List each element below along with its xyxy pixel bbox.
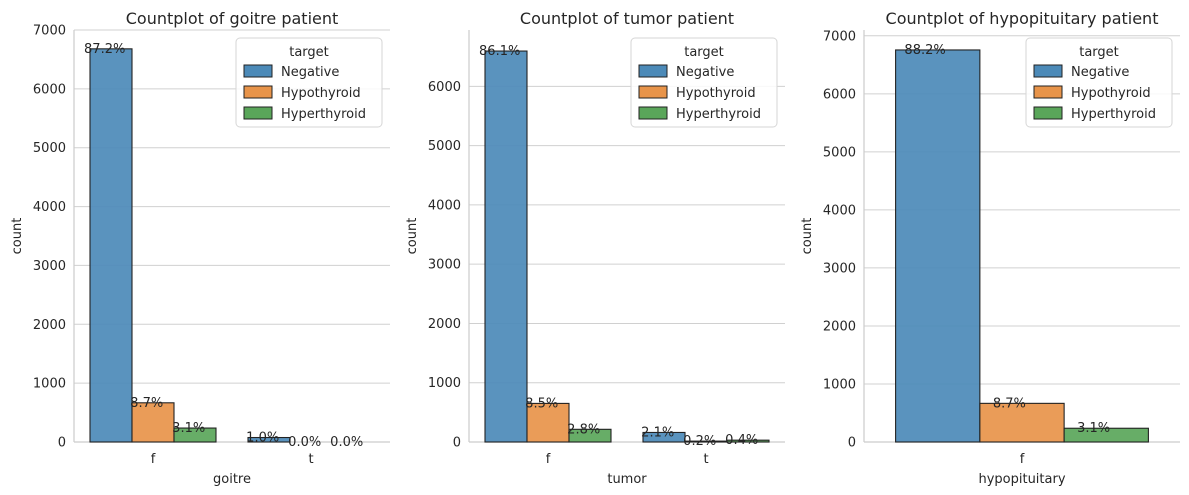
bar-data-label: 1.0% [246,431,279,446]
bar-data-label: 8.7% [993,396,1026,411]
chart-panel-2: 0 1000 2000 3000 4000 5000 6000 86.1% 8.5% 2.8% f 2… [405,9,785,487]
y-tick-label: 3000 [823,261,856,276]
bar-data-label: 3.1% [172,421,205,436]
x-tick-label: f [151,452,156,467]
y-tick-label: 7000 [33,24,66,39]
y-tick-label: 0 [453,436,461,451]
legend-swatch-hyperthyroid [1033,106,1063,120]
legend-label-hypothyroid: Hypothyroid [676,86,756,101]
y-tick-label: 0 [58,436,66,451]
y-tick-label: 1000 [428,376,461,391]
legend-swatch-negative [1033,64,1063,78]
bar-negative-t [247,436,291,443]
y-tick-label: 0 [848,436,856,451]
chart-panel-3: 0 1000 2000 3000 4000 5000 6000 7000 88.2% 8.7% 3.… [800,9,1180,487]
legend-swatch-hypothyroid [1033,85,1063,99]
y-tick-label: 3000 [33,259,66,274]
y-tick-label: 1000 [33,377,66,392]
y-tick-label: 2000 [33,318,66,333]
bar-data-label: 0.0% [330,435,363,450]
bar-data-label: 86.1% [479,44,520,59]
x-tick-label: f [1020,452,1025,467]
legend: target Negative Hypothyroid Hyperthyroid [630,37,778,128]
chart-title: Countplot of tumor patient [520,9,734,28]
legend-swatch-hypothyroid [243,85,273,99]
legend-label-hypothyroid: Hypothyroid [281,86,361,101]
y-tick-label: 6000 [33,82,66,97]
legend-label-hyperthyroid: Hyperthyroid [1071,107,1156,122]
bar-hyperthyroid-f [568,428,612,443]
x-axis-label: tumor [607,472,647,487]
bar-data-label: 0.0% [288,435,321,450]
y-tick-label: 4000 [823,203,856,218]
chart-title: Countplot of goitre patient [126,9,339,28]
legend-swatch-negative [243,64,273,78]
x-tick-label: t [308,452,313,467]
bar-negative-f [484,50,528,443]
bar-data-label: 8.7% [130,396,163,411]
chart-title: Countplot of hypopituitary patient [886,9,1159,28]
legend-title: target [289,45,329,60]
legend-label-hyperthyroid: Hyperthyroid [676,107,761,122]
bar-hyperthyroid-f [173,427,217,443]
legend-swatch-negative [638,64,668,78]
bar-hyperthyroid-f [1063,427,1149,443]
y-tick-label: 1000 [823,377,856,392]
legend-label-negative: Negative [1071,65,1129,80]
legend-label-negative: Negative [281,65,339,80]
y-tick-label: 3000 [428,258,461,273]
legend-title: target [1079,45,1119,60]
legend-label-negative: Negative [676,65,734,80]
y-axis-label: count [10,218,25,255]
bar-data-label: 3.1% [1077,421,1110,436]
legend: target Negative Hypothyroid Hyperthyroid [1025,37,1173,128]
bar-hypothyroid-f [979,402,1065,443]
legend-swatch-hypothyroid [638,85,668,99]
legend-box [235,37,383,128]
y-axis-label: count [800,218,815,255]
y-tick-label: 5000 [33,141,66,156]
y-tick-label: 7000 [823,29,856,44]
legend-swatch-hyperthyroid [243,106,273,120]
y-tick-label: 5000 [823,145,856,160]
bar-negative-t [642,431,686,443]
bar-hyperthyroid-t [726,439,770,443]
legend-label-hypothyroid: Hypothyroid [1071,86,1151,101]
x-axis-label: hypopituitary [978,472,1065,487]
y-tick-label: 2000 [428,317,461,332]
legend-box [630,37,778,128]
legend: target Negative Hypothyroid Hyperthyroid [235,37,383,128]
bar-data-label: 8.5% [525,396,558,411]
legend-label-hyperthyroid: Hyperthyroid [281,107,366,122]
y-tick-label: 6000 [823,87,856,102]
x-tick-label: f [546,452,551,467]
legend-title: target [684,45,724,60]
bar-data-label: 0.4% [725,433,758,448]
bar-hypothyroid-f [131,402,175,443]
bar-data-label: 0.2% [683,434,716,449]
bar-negative-f [895,49,981,443]
x-axis-label: goitre [213,472,251,487]
y-tick-label: 6000 [428,80,461,95]
bar-hypothyroid-f [526,402,570,443]
legend-box [1025,37,1173,128]
y-axis-label: count [405,218,420,255]
y-tick-label: 2000 [823,319,856,334]
y-tick-label: 4000 [33,200,66,215]
bar-data-label: 88.2% [904,43,945,58]
y-tick-label: 4000 [428,198,461,213]
bar-data-label: 87.2% [84,42,125,57]
legend-swatch-hyperthyroid [638,106,668,120]
y-tick-label: 5000 [428,139,461,154]
chart-panel-1: 0 1000 2000 3000 4000 5000 6000 7000 87.2% 8.7% 3.… [10,9,390,487]
x-tick-label: t [703,452,708,467]
bar-data-label: 2.8% [567,422,600,437]
bar-negative-f [89,48,133,443]
bar-data-label: 2.1% [641,425,674,440]
